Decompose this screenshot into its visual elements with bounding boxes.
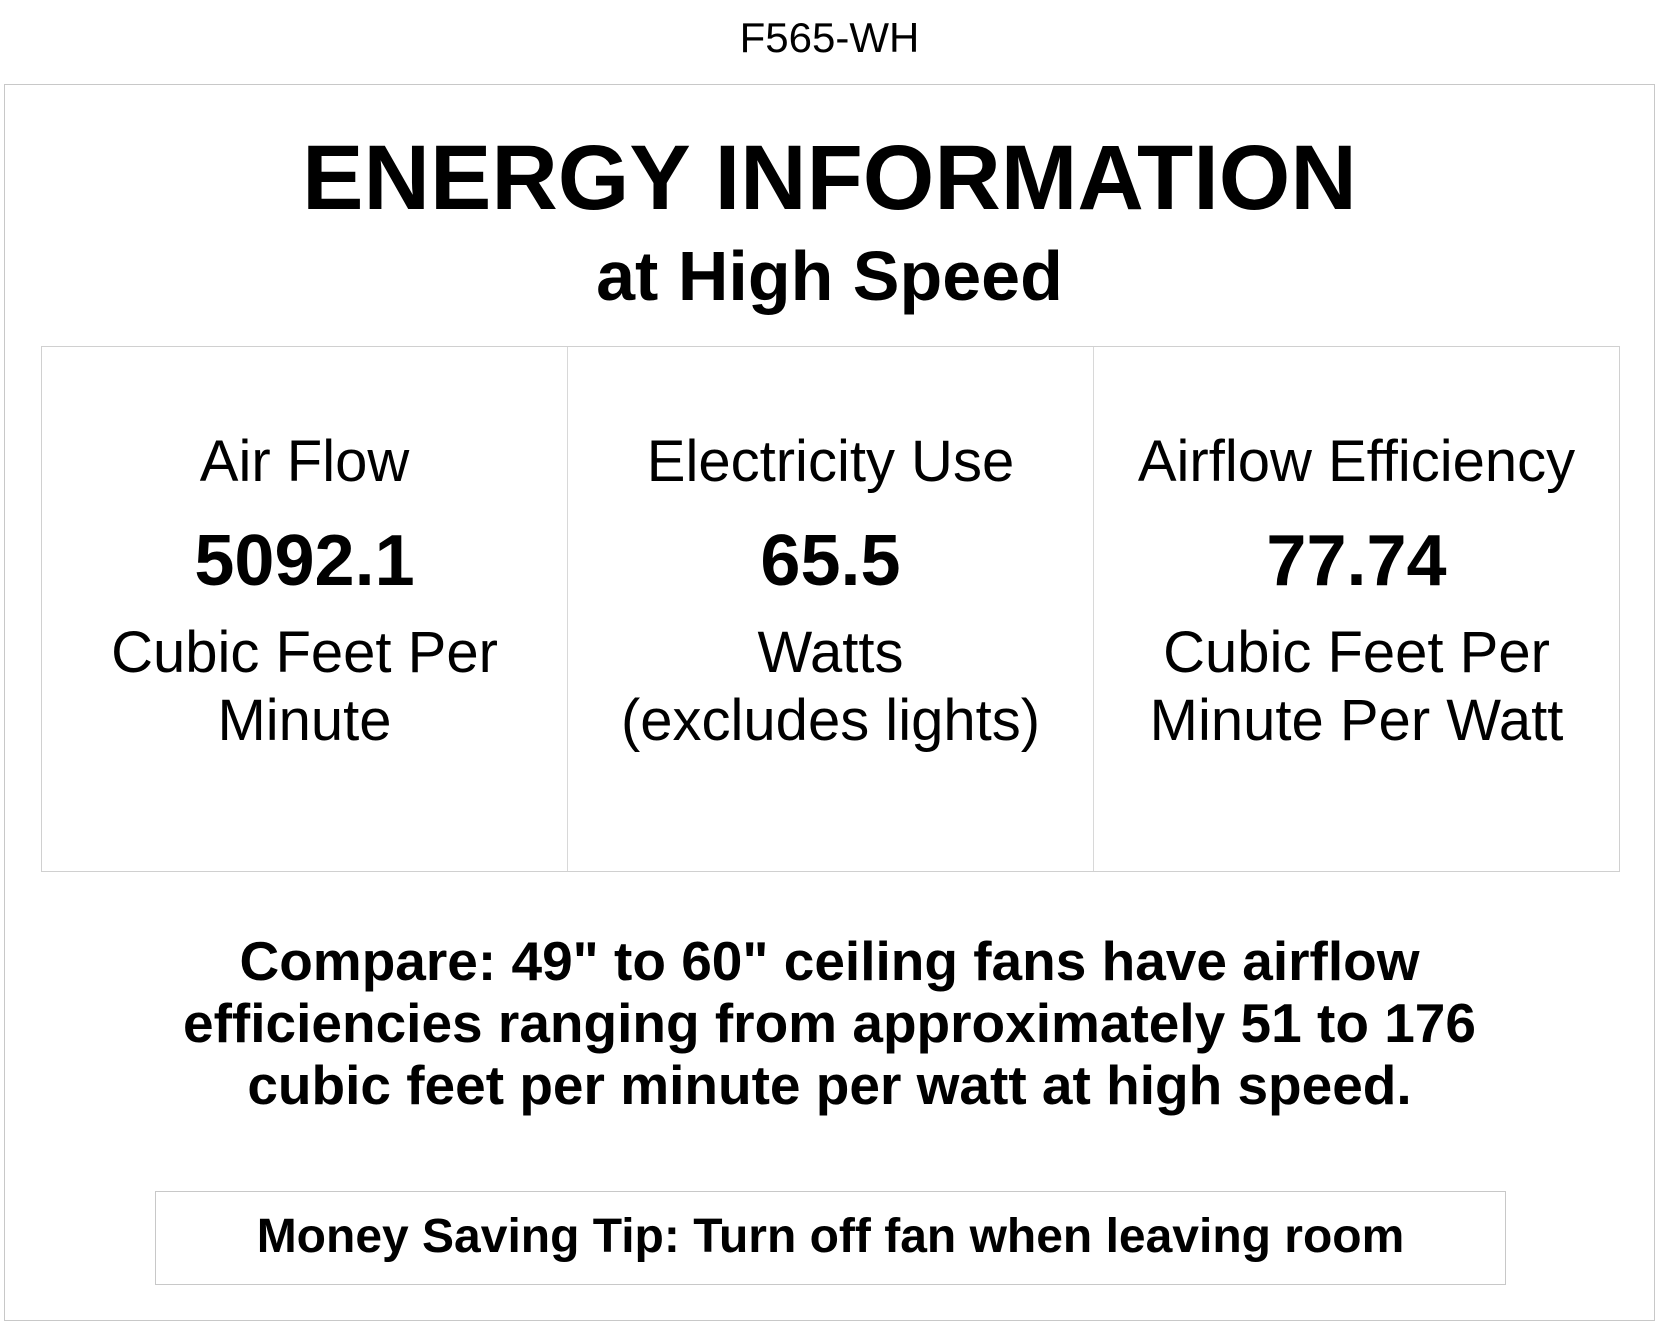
metric-unit-line: (excludes lights) <box>620 688 1041 753</box>
metric-unit-line: Cubic Feet Per <box>1163 620 1550 685</box>
energy-label-box <box>4 84 1655 1321</box>
comparison-line: cubic feet per minute per watt at high s… <box>247 1054 1412 1116</box>
metric-value: 5092.1 <box>194 521 415 601</box>
model-number: F565-WH <box>739 14 920 61</box>
metric-unit: Cubic Feet Per Minute <box>42 619 567 755</box>
label-subtitle: at High Speed <box>596 237 1063 315</box>
metric-unit-line: Minute <box>217 688 392 753</box>
metric-unit-line: Minute Per Watt <box>1149 688 1564 753</box>
comparison-line: Compare: 49" to 60" ceiling fans have ai… <box>239 930 1420 992</box>
metric-airflow-efficiency: Airflow Efficiency 77.74 Cubic Feet Per … <box>1094 347 1619 871</box>
comparison-line: efficiencies ranging from approximately … <box>183 992 1476 1054</box>
metric-label: Air Flow <box>199 429 410 494</box>
metric-unit: Watts (excludes lights) <box>568 619 1093 755</box>
metric-label: Electricity Use <box>646 429 1015 494</box>
metric-unit-line: Watts <box>757 620 904 685</box>
metric-value: 65.5 <box>760 521 901 601</box>
metric-value: 77.74 <box>1266 521 1447 601</box>
money-saving-tip: Money Saving Tip: Turn off fan when leav… <box>155 1191 1506 1285</box>
metric-unit: Cubic Feet Per Minute Per Watt <box>1094 619 1619 755</box>
metric-air-flow: Air Flow 5092.1 Cubic Feet Per Minute <box>42 347 568 871</box>
comparison-text: Compare: 49" to 60" ceiling fans have ai… <box>0 930 1659 1116</box>
metric-electricity-use: Electricity Use 65.5 Watts (excludes lig… <box>568 347 1094 871</box>
metrics-table: Air Flow 5092.1 Cubic Feet Per Minute El… <box>41 346 1620 872</box>
label-title: ENERGY INFORMATION <box>302 127 1357 229</box>
metric-label: Airflow Efficiency <box>1137 429 1576 494</box>
metric-unit-line: Cubic Feet Per <box>111 620 498 685</box>
